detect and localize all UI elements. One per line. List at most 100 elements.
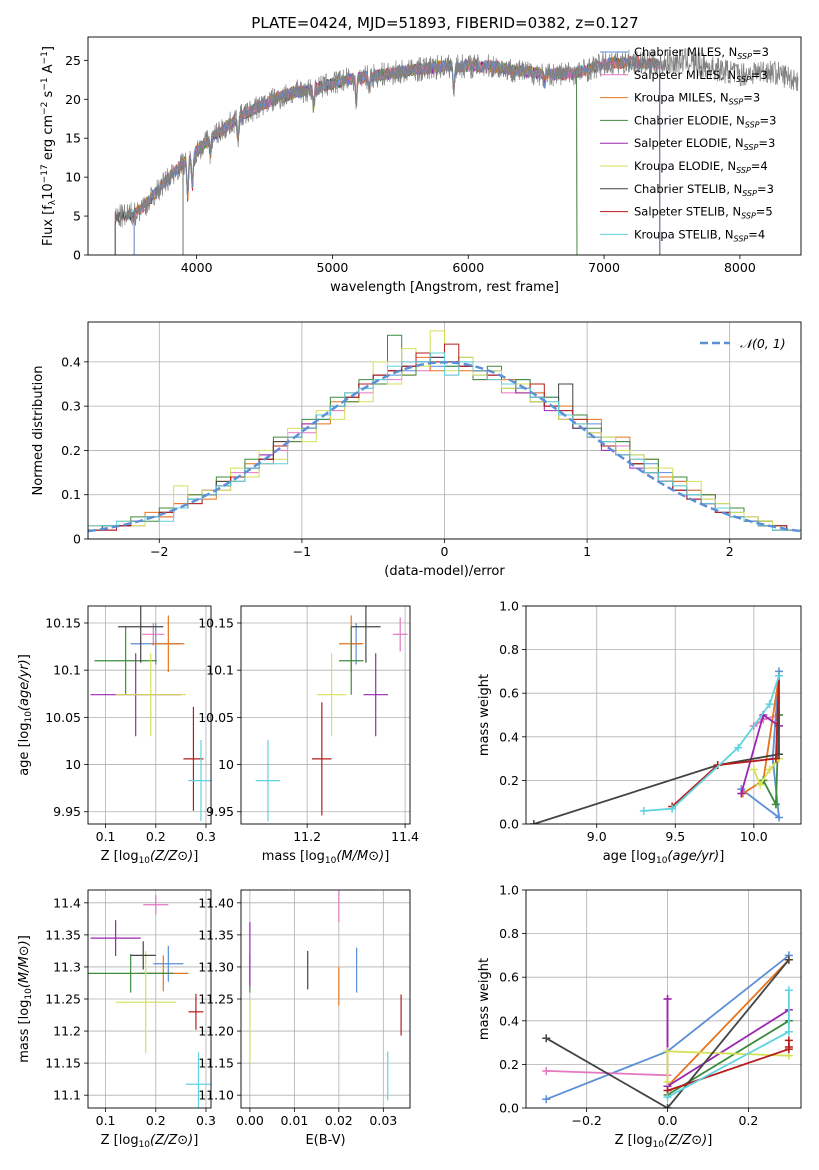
- legend-sub: SSP: [744, 143, 759, 152]
- y-tick-label: 10.15: [45, 615, 81, 630]
- y-tick-label: 0.8: [499, 926, 519, 941]
- plot-area-spectrum: [114, 47, 799, 255]
- x-label-part: (Z/Z⊙): [150, 1133, 193, 1148]
- histogram-kroupa-stelib: [88, 352, 801, 539]
- y-tick-label: 10: [218, 757, 234, 772]
- y-label-part: −1: [40, 51, 50, 64]
- axes-frame: [525, 605, 802, 825]
- data-spectrum: [114, 47, 799, 228]
- y-tick-label: 11.3: [53, 959, 81, 974]
- legend-sub: SSP: [737, 52, 752, 61]
- y-tick-label: 11.2: [53, 1024, 81, 1039]
- x-tick-label: 0.02: [325, 1113, 353, 1128]
- line-salpeter-elodie: [666, 999, 790, 1088]
- x-tick-label: −2: [150, 544, 168, 559]
- plot-area-residuals: [88, 330, 801, 539]
- x-tick-label: 0.3: [196, 829, 216, 844]
- x-label-part: Z [log: [615, 1133, 653, 1148]
- axes-frame: [87, 605, 212, 825]
- legend-count: =4: [751, 159, 768, 173]
- y-tick-label: 0.4: [499, 1013, 519, 1028]
- axes-frame: [240, 889, 411, 1109]
- y-tick-label: 25: [65, 53, 81, 68]
- plot-area-age-vs-Z: [90, 606, 211, 822]
- series-salpeter-stelib: [663, 1036, 793, 1095]
- line-kroupa-stelib: [667, 990, 790, 1098]
- marker-salpeter-stelib: [771, 754, 780, 763]
- y-tick-label: 1.0: [499, 883, 519, 898]
- marker-kroupa-stelib: [765, 700, 774, 709]
- errorbar-salpeter-stelib: [183, 706, 204, 811]
- y-tick-label: 11.15: [198, 1056, 234, 1071]
- errorbar-kroupa-stelib: [255, 740, 281, 822]
- x-tick-label: 2: [726, 544, 734, 559]
- x-label-part: (Z/Z⊙): [150, 849, 193, 864]
- series-kroupa-elodie: [749, 754, 783, 789]
- series-kroupa-stelib: [639, 671, 783, 815]
- legend-count: =3: [743, 91, 760, 105]
- model-spectrum-chabrier-miles: [133, 54, 661, 255]
- y-tick-label: 11.35: [45, 927, 81, 942]
- legend-text: Chabrier STELIB, N: [634, 182, 742, 196]
- errorbar-chabrier-stelib: [130, 941, 156, 970]
- x-label-part: ]: [384, 849, 389, 864]
- errorbar-kroupa-elodie: [316, 653, 347, 737]
- x-label-part: ]: [193, 849, 198, 864]
- marker-kroupa-stelib: [663, 1093, 672, 1102]
- marker-kroupa-stelib: [734, 743, 743, 752]
- line-chabrier-stelib: [533, 675, 780, 824]
- legend-sub: SSP: [729, 98, 744, 107]
- y-tick-label: 0.6: [499, 970, 519, 985]
- x-tick-label: 6000: [452, 260, 484, 275]
- legend-entry-salpeter-stelib: Salpeter STELIB, NSSP=5: [634, 205, 773, 221]
- legend-text: Kroupa STELIB, N: [634, 227, 734, 241]
- legend-count: =3: [760, 113, 777, 127]
- legend-sub: SSP: [742, 189, 757, 198]
- series-salpeter-miles: [542, 995, 672, 1080]
- x-tick-label: 9.0: [587, 829, 607, 844]
- marker-kroupa-elodie: [765, 765, 774, 774]
- y-tick-label: 0.4: [499, 729, 519, 744]
- legend-entry-chabrier-stelib: Chabrier STELIB, NSSP=3: [634, 182, 774, 198]
- grid-age-vs-Z: [88, 606, 211, 824]
- x-label-part: 10: [139, 856, 151, 866]
- y-tick-label: 0.6: [499, 686, 519, 701]
- y-tick-label: 11.40: [198, 895, 234, 910]
- y-tick-label: 10.05: [198, 710, 234, 725]
- y-tick-label: 11.30: [198, 959, 234, 974]
- marker-chabrier-elodie: [771, 800, 780, 809]
- x-tick-label: 0.0: [658, 1113, 678, 1128]
- line-kroupa-miles: [666, 959, 790, 1087]
- marker-kroupa-elodie: [663, 1047, 672, 1056]
- x-axis-label: (data-model)/error: [384, 564, 505, 579]
- y-label-part: 10: [41, 183, 56, 200]
- y-tick-label: 11.4: [53, 895, 81, 910]
- plot-area-mass-vs-Z: [88, 895, 211, 1108]
- residuals-legend: 𝒩(0, 1): [700, 336, 786, 351]
- x-axis-label: Z [log10(Z/Z⊙)]: [101, 849, 199, 866]
- x-label-part: (age/yr): [667, 849, 719, 864]
- plots: 4000 5000 6000 7000 80000510152025wavelength…: [17, 36, 802, 1150]
- x-tick-label: 11.2: [293, 829, 321, 844]
- y-label-part: A: [41, 64, 56, 77]
- model-spectrum-salpeter-elodie: [182, 59, 578, 255]
- grid-mass-vs-EBV: [241, 890, 410, 1108]
- axes-frame: [525, 889, 802, 1109]
- x-label-part: (Z/Z⊙): [664, 1133, 707, 1148]
- errorbar-kroupa-stelib: [185, 1052, 211, 1108]
- x-label-part: age [log: [603, 849, 656, 864]
- panel-mass-weight-vs-Z: −0.2 0.0 0.2 0.0 0.2 0.4 0.6 0.8 1.0 Z [log10(Z/Z…: [477, 883, 802, 1150]
- marker-kroupa-stelib: [639, 806, 648, 815]
- y-tick-label: 0.0: [499, 1101, 519, 1116]
- y-tick-label: 0.2: [61, 443, 81, 458]
- series-kroupa-stelib: [663, 986, 793, 1102]
- panel-mass-vs-Z: 0.1 0.2 0.3 11.1 11.15 11.2 11.25 11.3 11.35 11.4…: [17, 889, 216, 1150]
- y-axis-label: Normed distribution: [31, 366, 46, 496]
- legend-sub: SSP: [741, 212, 756, 221]
- legend-text: Chabrier ELODIE, N: [634, 113, 745, 127]
- legend-text: Chabrier MILES, N: [634, 45, 737, 59]
- y-tick-label: 0: [73, 248, 81, 263]
- y-tick-label: 11.25: [198, 992, 234, 1007]
- y-tick-label: 9.95: [53, 804, 81, 819]
